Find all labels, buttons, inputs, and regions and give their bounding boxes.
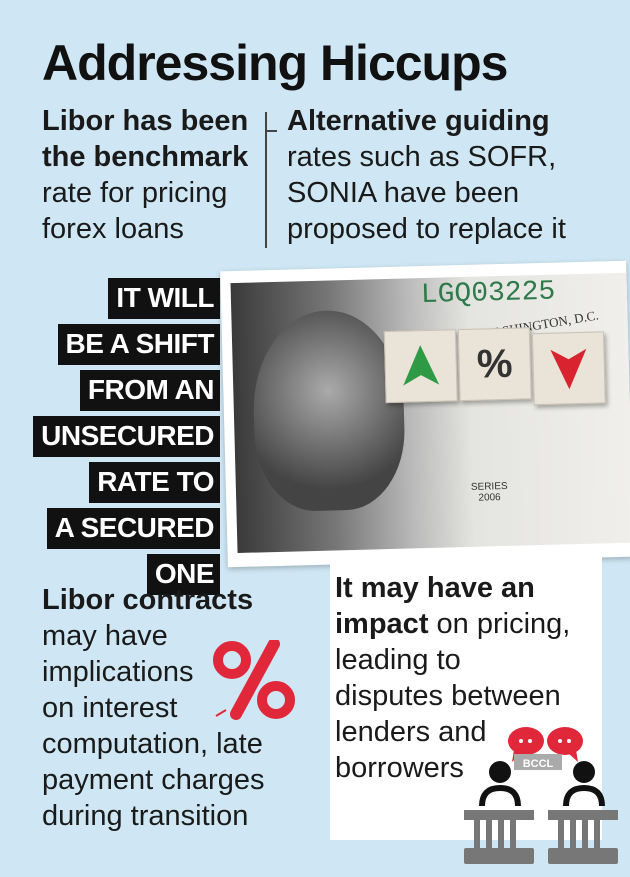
text-line: borrowers — [335, 752, 464, 784]
libor-benchmark-text: Libor has been the benchmark rate for pr… — [42, 103, 248, 247]
text-line: on interest — [42, 692, 178, 724]
dollar-photo: LGQ03225 WASHINGTON, D.C. % SERIES 2006 — [220, 260, 630, 568]
text-line: proposed to replace it — [287, 213, 566, 245]
cube-arrow-down — [531, 331, 606, 406]
text-line: rate for pricing — [42, 177, 228, 209]
text-line: computation, late — [42, 728, 263, 760]
text-line: Libor contracts — [42, 584, 254, 616]
debate-illustration: BCCL — [464, 727, 618, 864]
percent-symbol: % — [476, 341, 514, 387]
libor-contracts-text: Libor contracts may have implications on… — [42, 582, 264, 834]
quote-labels: IT WILL BE A SHIFT FROM AN UNSECURED RAT… — [33, 278, 220, 600]
text-line: It may have an — [335, 572, 535, 604]
text-line: during transition — [42, 800, 249, 832]
speech-bubble-icon — [547, 727, 583, 762]
arrow-up-icon — [403, 345, 440, 386]
text-line: disputes between — [335, 680, 561, 712]
cube-arrow-up — [383, 329, 458, 404]
series-label: SERIES 2006 — [470, 480, 508, 504]
alternative-rates-text: Alternative guiding rates such as SOFR, … — [287, 103, 566, 247]
text-line: Libor has been — [42, 105, 249, 137]
text-line: forex loans — [42, 213, 184, 245]
text-line: may have — [42, 620, 168, 652]
arrow-down-icon — [550, 348, 587, 390]
divider — [265, 112, 267, 248]
divider-hook — [265, 118, 277, 132]
text-bold-word: impact — [335, 608, 429, 640]
person-at-podium-icon — [548, 761, 618, 864]
impact-text: It may have an impact on pricing, leadin… — [335, 570, 570, 786]
quote-line: UNSECURED — [33, 416, 220, 457]
quote-line: RATE TO — [89, 462, 220, 503]
text-line: SONIA have been — [287, 177, 520, 209]
text-line: implications — [42, 656, 194, 688]
text-line: the benchmark — [42, 141, 249, 173]
serial-number: LGQ03225 — [420, 276, 556, 312]
quote-line: BE A SHIFT — [57, 324, 220, 365]
percent-icon — [213, 640, 295, 720]
text-line: on pricing, — [428, 608, 571, 640]
text-line: Alternative guiding — [287, 105, 550, 137]
text-line: leading to — [335, 644, 461, 676]
quote-line: ONE — [146, 554, 220, 595]
quote-line: A SECURED — [46, 508, 220, 549]
text-line: payment charges — [42, 764, 265, 796]
page-title: Addressing Hiccups — [42, 35, 508, 91]
quote-line: IT WILL — [108, 278, 220, 319]
watermark: BCCL — [523, 758, 554, 770]
impact-panel — [330, 556, 602, 840]
text-line: rates such as SOFR, — [287, 141, 557, 173]
text-line: lenders and — [335, 716, 487, 748]
person-at-podium-icon — [464, 761, 534, 864]
quote-line: FROM AN — [79, 370, 220, 411]
cube-percent: % — [457, 327, 532, 402]
